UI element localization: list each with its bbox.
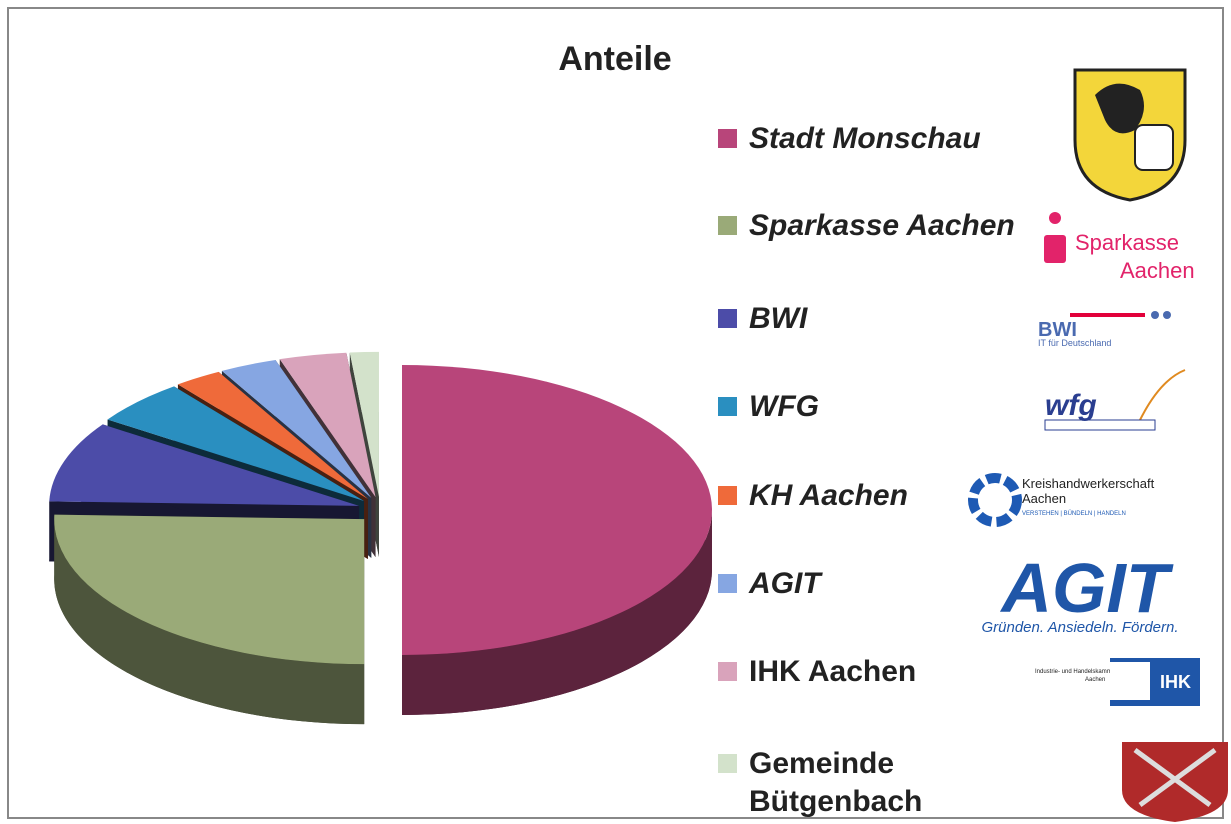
slice: [54, 514, 365, 725]
legend-swatch: [718, 309, 737, 328]
frame: [7, 7, 1224, 819]
legend-label: IHK Aachen: [749, 655, 917, 688]
legend-label: BWI: [749, 302, 808, 335]
slice-side: [402, 510, 712, 715]
legend-item: Stadt Monschau: [718, 120, 1049, 158]
slice-top: [107, 386, 364, 501]
pie: [49, 351, 712, 725]
legend-label: WFG: [749, 390, 819, 423]
legend-item: Gemeinde Bütgenbach (Belgien): [718, 745, 1049, 824]
legend-swatch: [718, 397, 737, 416]
legend-label: AGIT: [749, 567, 821, 600]
logo-text: Industrie- und Handelskammer: [1035, 669, 1117, 675]
logo-text: VERSTEHEN | BÜNDELN | HANDELN: [1022, 510, 1126, 517]
legend-swatch: [718, 662, 737, 681]
logo-text: Aachen: [1085, 677, 1105, 683]
slice-top: [349, 351, 379, 497]
legend-item: KH Aachen: [718, 477, 1049, 515]
slice-top: [279, 352, 376, 498]
logo-buetgenbach: [1122, 742, 1228, 822]
slice-top: [402, 365, 712, 655]
legend-swatch: [718, 216, 737, 235]
logo-wfg: wfg: [1044, 369, 1186, 431]
slice-top: [177, 371, 368, 499]
logo-text: wfg: [1045, 389, 1097, 422]
slice-top: [221, 359, 372, 498]
logo-text: Gründen. Ansiedeln. Fördern.: [981, 619, 1178, 636]
slice-top: [54, 514, 365, 665]
legend-label: Sparkasse Aachen: [749, 209, 1015, 242]
slice: [402, 365, 712, 715]
legend-item: AGIT: [718, 565, 1049, 603]
legend-item: WFG: [718, 388, 1049, 426]
legend-item: BWI: [718, 300, 1049, 338]
chart-title: Anteile: [558, 40, 671, 78]
legend-item: IHK Aachen: [718, 653, 1049, 691]
logo-text: Aachen: [1120, 258, 1195, 283]
logo-kh: Kreishandwerkerschaft Aachen VERSTEHEN |…: [968, 473, 1155, 527]
legend-swatch: [718, 574, 737, 593]
logo-text: AGIT: [999, 549, 1173, 627]
logo-text: Aachen: [1022, 491, 1066, 506]
logo-monschau: [1073, 68, 1187, 202]
logo-text: IHK: [1160, 672, 1191, 692]
legend-label: KH Aachen: [749, 479, 908, 512]
logo-agit: AGIT Gründen. Ansiedeln. Fördern.: [981, 549, 1178, 636]
legend-label: Stadt Monschau: [749, 122, 981, 155]
legend-swatch: [718, 129, 737, 148]
logo-text: IT für Deutschland: [1038, 338, 1111, 348]
logo-sparkasse: Sparkasse Aachen: [1044, 212, 1195, 283]
logo-bwi: BWI IT für Deutschland: [1038, 311, 1171, 348]
logo-ihk: Industrie- und Handelskammer Aachen IHK: [1035, 658, 1200, 706]
legend-label: Gemeinde Bütgenbach (Belgien): [749, 747, 923, 824]
legend-swatch: [718, 486, 737, 505]
legend-swatch: [718, 754, 737, 773]
logo-text: Kreishandwerkerschaft: [1022, 476, 1155, 491]
logo-text: BWI: [1038, 319, 1077, 341]
logo-text: Sparkasse: [1075, 230, 1179, 255]
slice-side: [54, 519, 365, 725]
slice-top: [49, 424, 360, 506]
legend-item: Sparkasse Aachen: [718, 207, 1049, 245]
